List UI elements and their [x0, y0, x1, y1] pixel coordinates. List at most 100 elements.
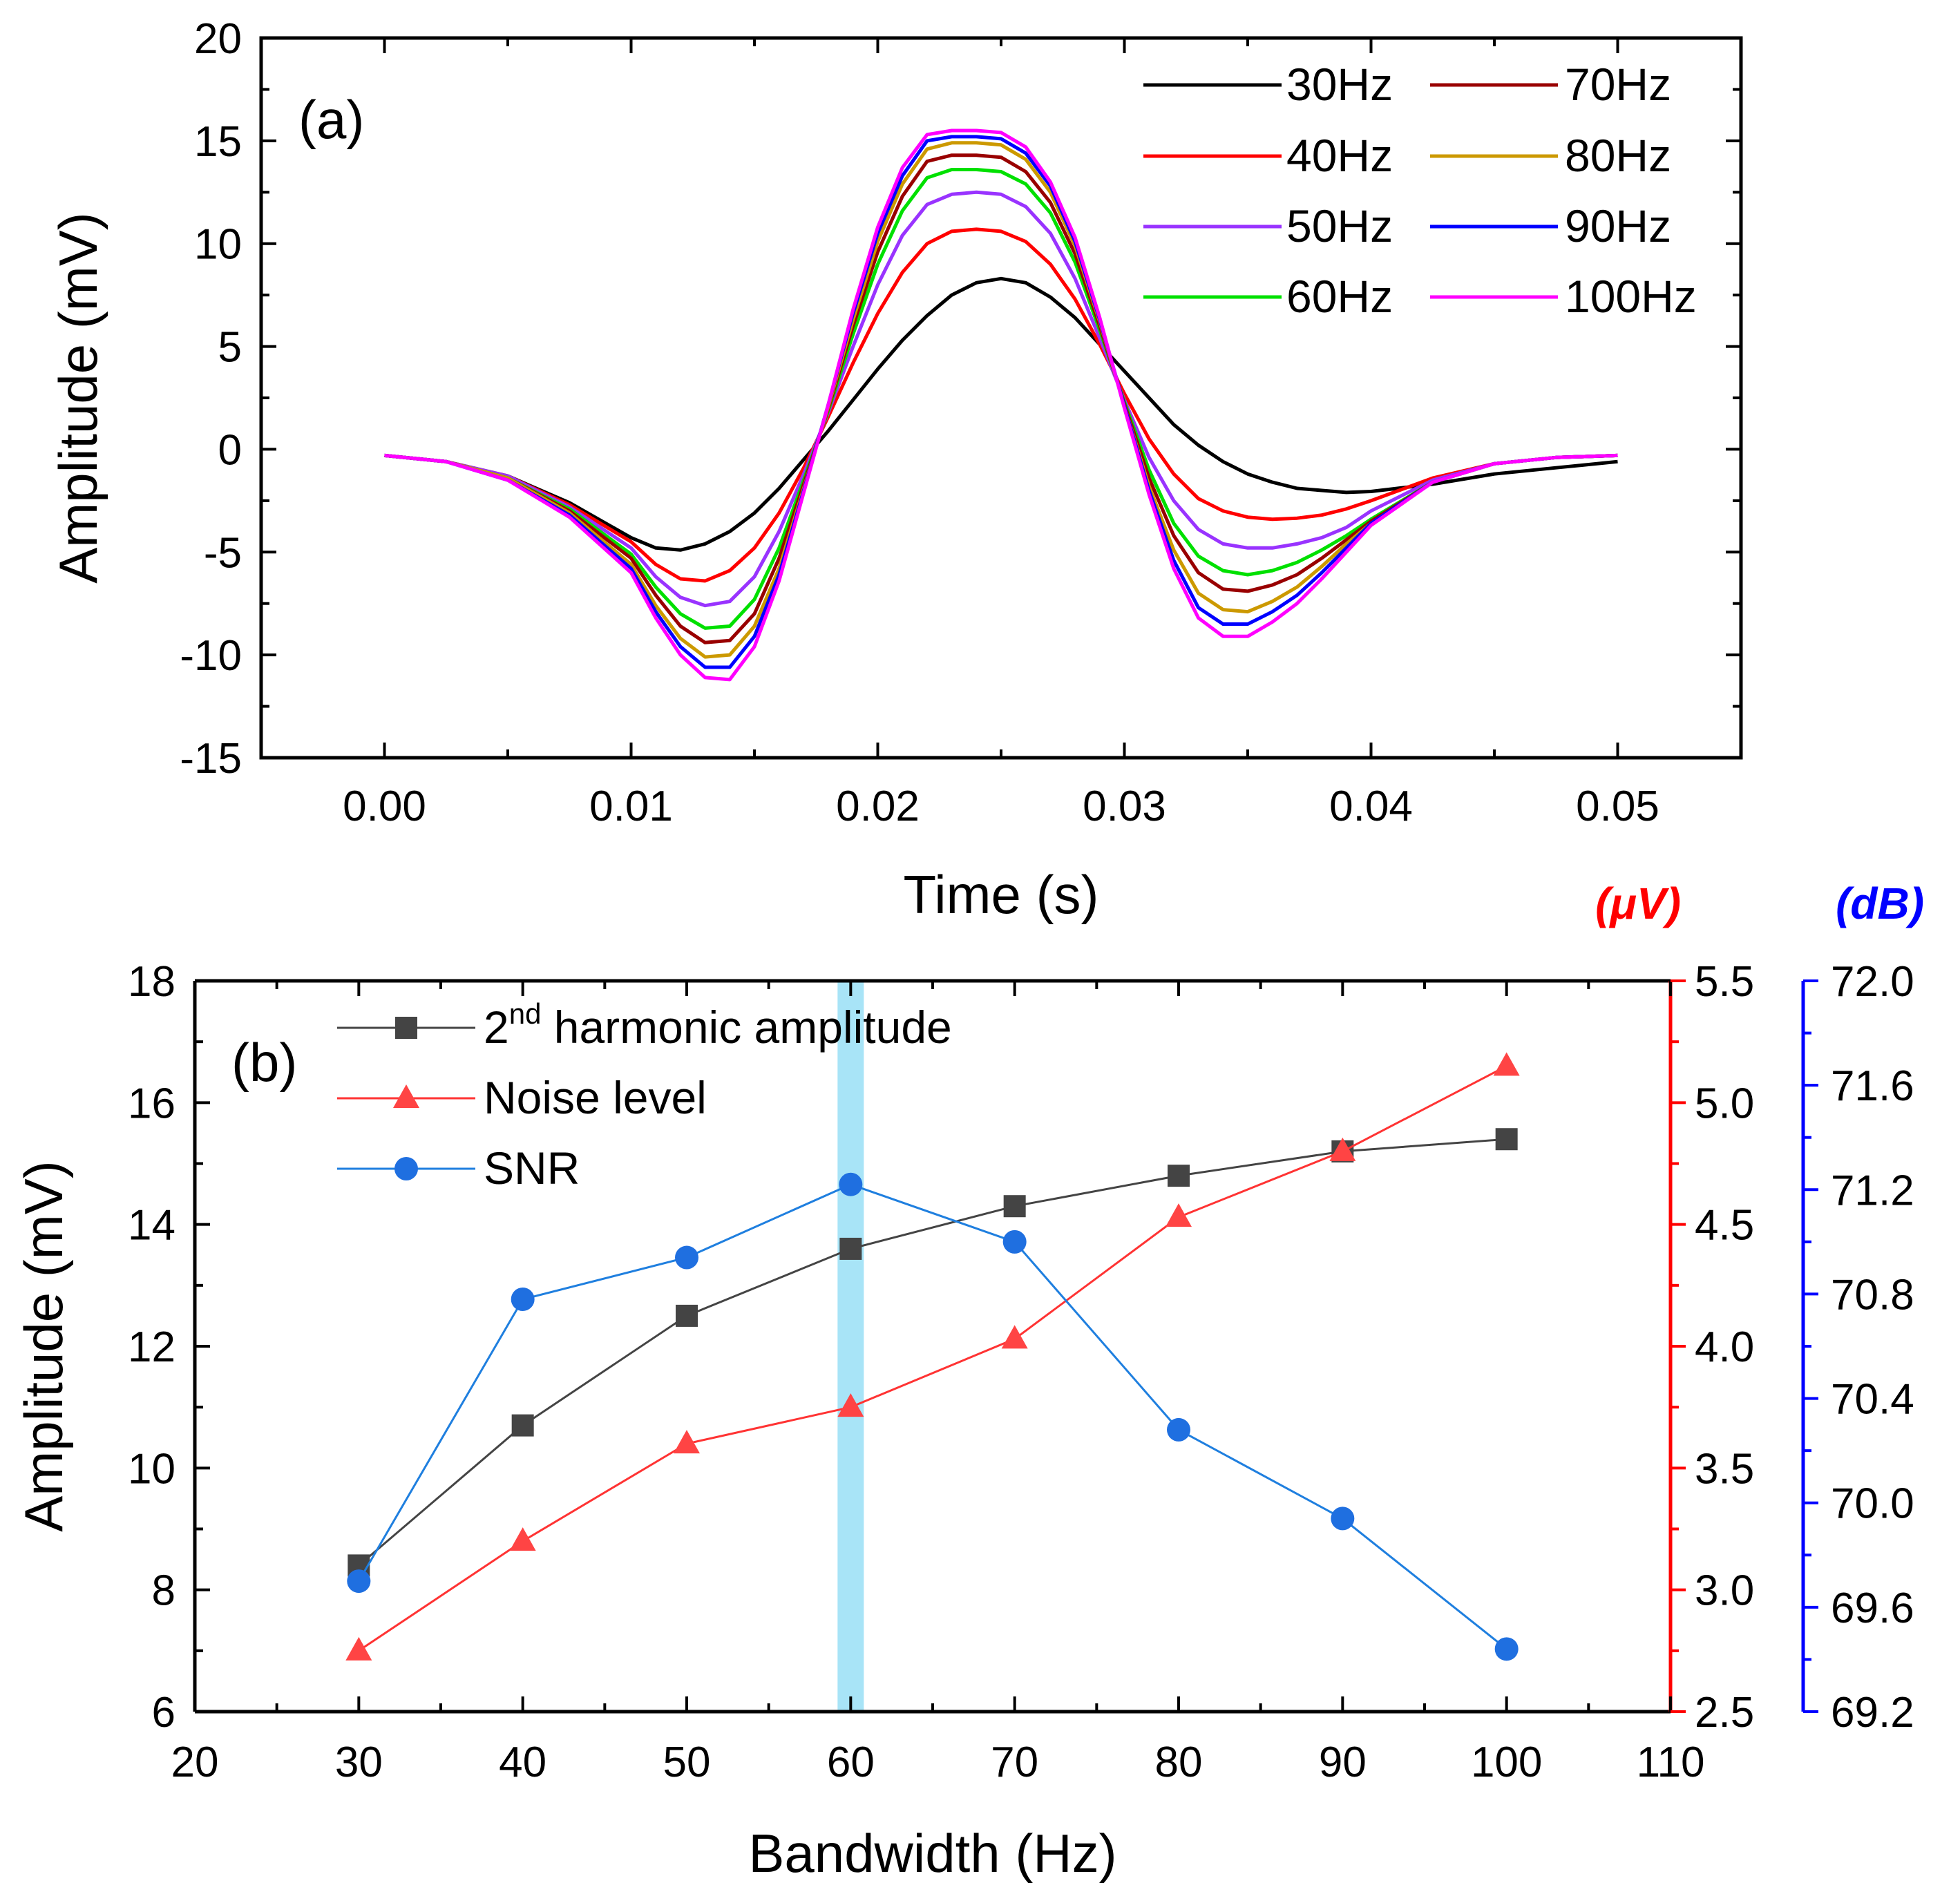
right1-unit-label: (μV): [1595, 879, 1681, 928]
marker-snr: [675, 1245, 698, 1270]
right2-tick-label: 70.0: [1831, 1480, 1914, 1528]
series-line-100hz: [384, 128, 1618, 682]
marker-snr: [511, 1287, 535, 1311]
series-line-70hz: [384, 153, 1618, 644]
legend-label-40hz: 40Hz: [1286, 130, 1393, 181]
marker-harmonic: [1495, 1128, 1518, 1151]
x-tick-label: 20: [171, 1739, 219, 1786]
right2-tick-label: 69.6: [1831, 1585, 1914, 1632]
right2-tick-label: 72.0: [1831, 958, 1914, 1006]
y-tick-label: 12: [128, 1323, 175, 1371]
marker-noise: [1329, 1137, 1356, 1161]
right1-tick-label: 3.0: [1695, 1567, 1754, 1615]
series-line-50hz: [384, 190, 1618, 608]
x-tick-label: 30: [335, 1739, 383, 1786]
y-tick-label: 8: [152, 1567, 175, 1615]
right2-tick-label: 70.4: [1831, 1376, 1914, 1424]
marker-harmonic: [676, 1304, 698, 1327]
right1-tick-label: 4.5: [1695, 1202, 1754, 1250]
x-tick-label: 40: [499, 1739, 546, 1786]
right2-tick-label: 69.2: [1831, 1689, 1914, 1737]
marker-harmonic: [839, 1237, 862, 1260]
marker-snr: [347, 1569, 371, 1594]
y-axis-label: Amplitude (mV): [48, 212, 108, 583]
y-tick-label: 5: [218, 324, 242, 372]
y-tick-label: 0: [218, 426, 242, 474]
series-line-30hz: [384, 276, 1618, 552]
y-tick-label: 18: [128, 958, 175, 1006]
legend-label-snr: SNR: [484, 1142, 580, 1194]
x-tick-label: 90: [1319, 1739, 1367, 1786]
marker-noise: [345, 1636, 372, 1661]
marker-noise: [1001, 1325, 1028, 1349]
marker-noise: [1165, 1203, 1192, 1227]
marker-snr: [839, 1172, 863, 1196]
legend-label-noise: Noise level: [484, 1072, 707, 1123]
right2-tick-label: 71.6: [1831, 1062, 1914, 1110]
y-tick-label: 6: [152, 1689, 175, 1737]
x-tick-label: 60: [827, 1739, 875, 1786]
marker-snr: [1167, 1417, 1190, 1442]
right2-unit-label: (dB): [1836, 879, 1924, 928]
x-tick-label: 0.03: [1083, 783, 1166, 830]
y-tick-label: 14: [128, 1202, 175, 1250]
marker-noise: [837, 1393, 864, 1417]
marker-noise: [509, 1527, 536, 1551]
marker-harmonic: [1168, 1165, 1190, 1187]
y-tick-label: 16: [128, 1080, 175, 1127]
legend-label-60hz: 60Hz: [1286, 271, 1393, 322]
x-tick-label: 0.00: [343, 783, 426, 830]
right1-tick-label: 2.5: [1695, 1689, 1754, 1737]
series-line-60hz: [384, 168, 1618, 630]
y-tick-label: 10: [194, 221, 242, 269]
right1-tick-label: 4.0: [1695, 1323, 1754, 1371]
y-tick-label: 20: [194, 15, 242, 63]
panel-label-b: (b): [231, 1032, 297, 1093]
y-tick-label: 15: [194, 118, 242, 166]
x-tick-label: 0.05: [1576, 783, 1659, 830]
right1-tick-label: 5.5: [1695, 958, 1754, 1006]
right1-tick-label: 3.5: [1695, 1445, 1754, 1493]
y-tick-label: -10: [180, 632, 242, 680]
legend-label-70hz: 70Hz: [1565, 59, 1671, 110]
legend-label-50hz: 50Hz: [1286, 200, 1393, 251]
panel-b: 20 30 40 50 60 70 80 90 100 110 6 8 10 12 14 16 18 2.5 3.0…: [13, 879, 1924, 1884]
x-tick-label: 100: [1471, 1739, 1542, 1786]
y-axis-label: Amplitude (mV): [13, 1160, 74, 1531]
legend-label-base: 2: [484, 1002, 509, 1053]
marker-noise: [1493, 1052, 1520, 1076]
marker-noise: [674, 1430, 700, 1454]
legend-label-30hz: 30Hz: [1286, 59, 1393, 110]
series-line-90hz: [384, 135, 1618, 669]
legend-marker-snr: [394, 1157, 418, 1180]
y-tick-label: -15: [180, 735, 242, 783]
legend-label-90hz: 90Hz: [1565, 200, 1671, 251]
x-tick-label: 50: [663, 1739, 711, 1786]
series-line-snr: [358, 1183, 1507, 1650]
y-tick-label: -5: [204, 529, 242, 577]
right2-tick-label: 70.8: [1831, 1271, 1914, 1319]
y-tick-label: 10: [128, 1445, 175, 1493]
legend-label-80hz: 80Hz: [1565, 130, 1671, 181]
legend-marker-harmonic: [395, 1017, 417, 1039]
x-tick-label: 0.02: [836, 783, 920, 830]
marker-snr: [1494, 1637, 1519, 1661]
right1-tick-label: 5.0: [1695, 1080, 1754, 1127]
series-line-40hz: [384, 227, 1618, 583]
panel-a: 0.00 0.01 0.02 0.03 0.04 0.05 -15 -10 -5 0 5 10 15 20…: [48, 15, 1743, 925]
right2-tick-label: 71.2: [1831, 1167, 1914, 1214]
marker-snr: [1002, 1230, 1027, 1254]
series-line-80hz: [384, 141, 1618, 659]
highlight-band-60hz: [837, 981, 864, 1712]
legend-label-rest: harmonic amplitude: [541, 1002, 951, 1053]
series-line-noise: [358, 1065, 1507, 1652]
marker-harmonic: [1003, 1195, 1026, 1218]
x-tick-label: 70: [991, 1739, 1038, 1786]
series-line-harmonic: [358, 1138, 1507, 1567]
x-tick-label: 110: [1637, 1739, 1705, 1786]
panel-label-a: (a): [298, 89, 364, 150]
x-axis-label: Bandwidth (Hz): [748, 1823, 1116, 1884]
x-tick-label: 80: [1155, 1739, 1203, 1786]
legend-label-100hz: 100Hz: [1565, 271, 1697, 322]
